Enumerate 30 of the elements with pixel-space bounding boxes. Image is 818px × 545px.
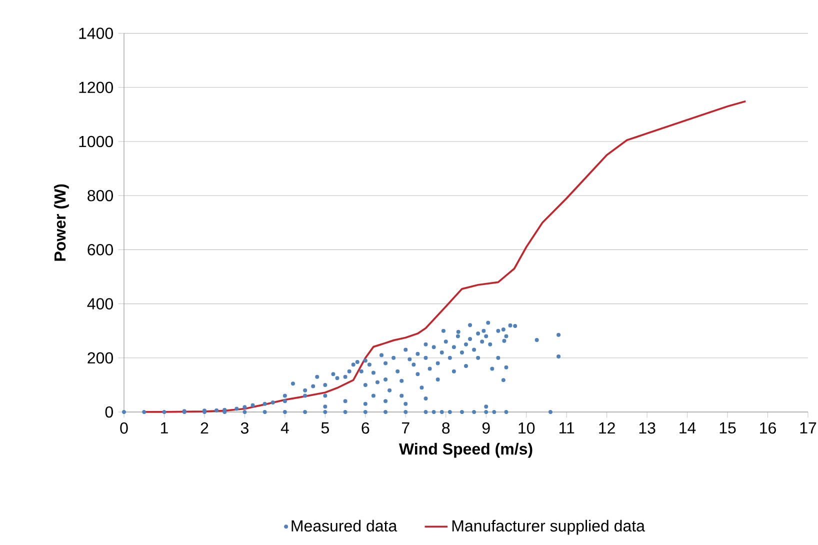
- x-tick-label: 2: [200, 422, 208, 434]
- y-tick-label: 800: [88, 190, 113, 202]
- x-tick-label: 14: [680, 422, 696, 434]
- x-tick-label: 8: [442, 422, 450, 434]
- x-tick-label: 7: [402, 422, 410, 434]
- x-tick-label: 0: [120, 422, 128, 434]
- x-tick-label: 5: [321, 422, 329, 434]
- x-tick-label: 11: [559, 422, 574, 434]
- y-tick-label: 1000: [79, 136, 113, 148]
- y-tick-label: 400: [87, 298, 113, 310]
- x-axis-title: Wind Speed (m/s): [398, 442, 532, 458]
- x-tick-label: 12: [599, 422, 615, 434]
- x-tick-label: 1: [161, 422, 168, 434]
- legend-label: Measured data: [292, 520, 398, 532]
- y-axis-title: Power (W): [54, 184, 69, 261]
- x-tick-label: 17: [800, 422, 816, 434]
- x-tick-label: 9: [482, 422, 490, 434]
- x-tick-label: 10: [518, 422, 535, 434]
- x-tick-label: 3: [240, 422, 248, 434]
- x-tick-label: 13: [639, 422, 656, 434]
- y-tick-label: 0: [105, 406, 113, 418]
- x-tick-label: 4: [280, 422, 289, 434]
- y-tick-label: 200: [88, 352, 113, 364]
- legend-label: Manufacturer supplied data: [452, 520, 645, 535]
- y-tick-label: 1400: [79, 28, 113, 39]
- y-tick-label: 600: [88, 244, 113, 256]
- x-tick-label: 16: [760, 422, 776, 434]
- x-tick-label: 15: [720, 422, 736, 434]
- y-tick-label: 1200: [79, 82, 113, 94]
- x-tick-label: 6: [362, 422, 370, 434]
